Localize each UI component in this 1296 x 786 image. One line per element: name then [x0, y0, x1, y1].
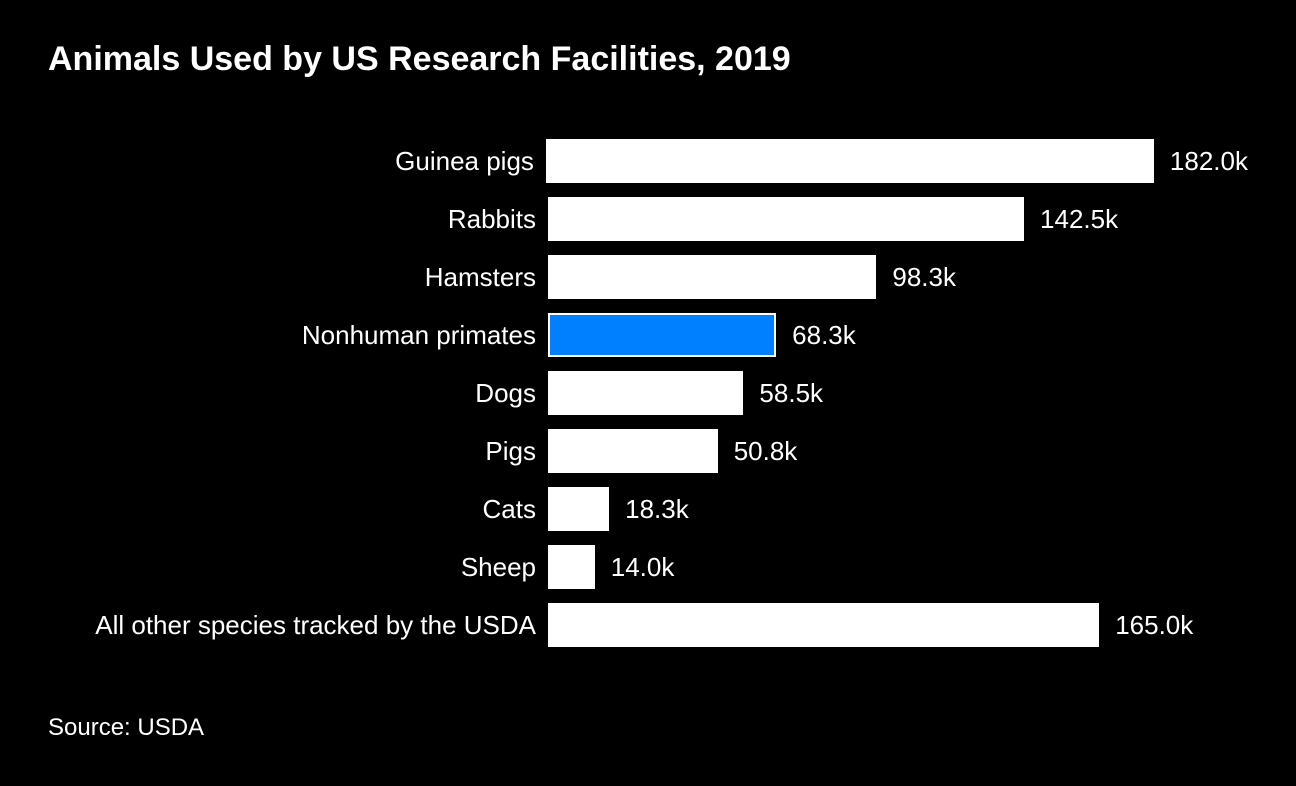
bar-container: 18.3k [548, 487, 1248, 531]
chart-row: Hamsters 98.3k [48, 255, 1248, 299]
chart-row: Nonhuman primates 68.3k [48, 313, 1248, 357]
category-label: Nonhuman primates [48, 320, 548, 351]
category-label: All other species tracked by the USDA [48, 610, 548, 641]
category-label: Cats [48, 494, 548, 525]
bar-container: 165.0k [548, 603, 1248, 647]
value-label: 58.5k [743, 378, 823, 409]
chart-row: Dogs 58.5k [48, 371, 1248, 415]
value-label: 182.0k [1154, 146, 1248, 177]
value-label: 98.3k [876, 262, 956, 293]
category-label: Hamsters [48, 262, 548, 293]
category-label: Sheep [48, 552, 548, 583]
value-label: 165.0k [1099, 610, 1193, 641]
bar-container: 14.0k [548, 545, 1248, 589]
category-label: Dogs [48, 378, 548, 409]
bar-container: 98.3k [548, 255, 1248, 299]
chart-row: All other species tracked by the USDA 165… [48, 603, 1248, 647]
bar [548, 487, 609, 531]
value-label: 18.3k [609, 494, 689, 525]
chart-row: Pigs 50.8k [48, 429, 1248, 473]
chart-title: Animals Used by US Research Facilities, … [48, 40, 1248, 79]
bar-container: 142.5k [548, 197, 1248, 241]
category-label: Guinea pigs [48, 146, 546, 177]
bar-container: 182.0k [546, 139, 1248, 183]
value-label: 68.3k [776, 320, 856, 351]
value-label: 50.8k [718, 436, 798, 467]
bar [548, 255, 876, 299]
bar [548, 545, 595, 589]
chart-source: Source: USDA [48, 714, 204, 742]
bar [548, 603, 1099, 647]
bar-container: 58.5k [548, 371, 1248, 415]
bar-chart: Guinea pigs 182.0k Rabbits 142.5k Hamsters 98… [48, 139, 1248, 647]
chart-row: Rabbits 142.5k [48, 197, 1248, 241]
bar-container: 50.8k [548, 429, 1248, 473]
bar [548, 371, 743, 415]
bar [548, 429, 718, 473]
category-label: Rabbits [48, 204, 548, 235]
value-label: 142.5k [1024, 204, 1118, 235]
category-label: Pigs [48, 436, 548, 467]
value-label: 14.0k [595, 552, 675, 583]
bar [548, 313, 776, 357]
chart-row: Sheep 14.0k [48, 545, 1248, 589]
chart-row: Guinea pigs 182.0k [48, 139, 1248, 183]
bar [546, 139, 1154, 183]
bar-container: 68.3k [548, 313, 1248, 357]
bar [548, 197, 1024, 241]
chart-row: Cats 18.3k [48, 487, 1248, 531]
